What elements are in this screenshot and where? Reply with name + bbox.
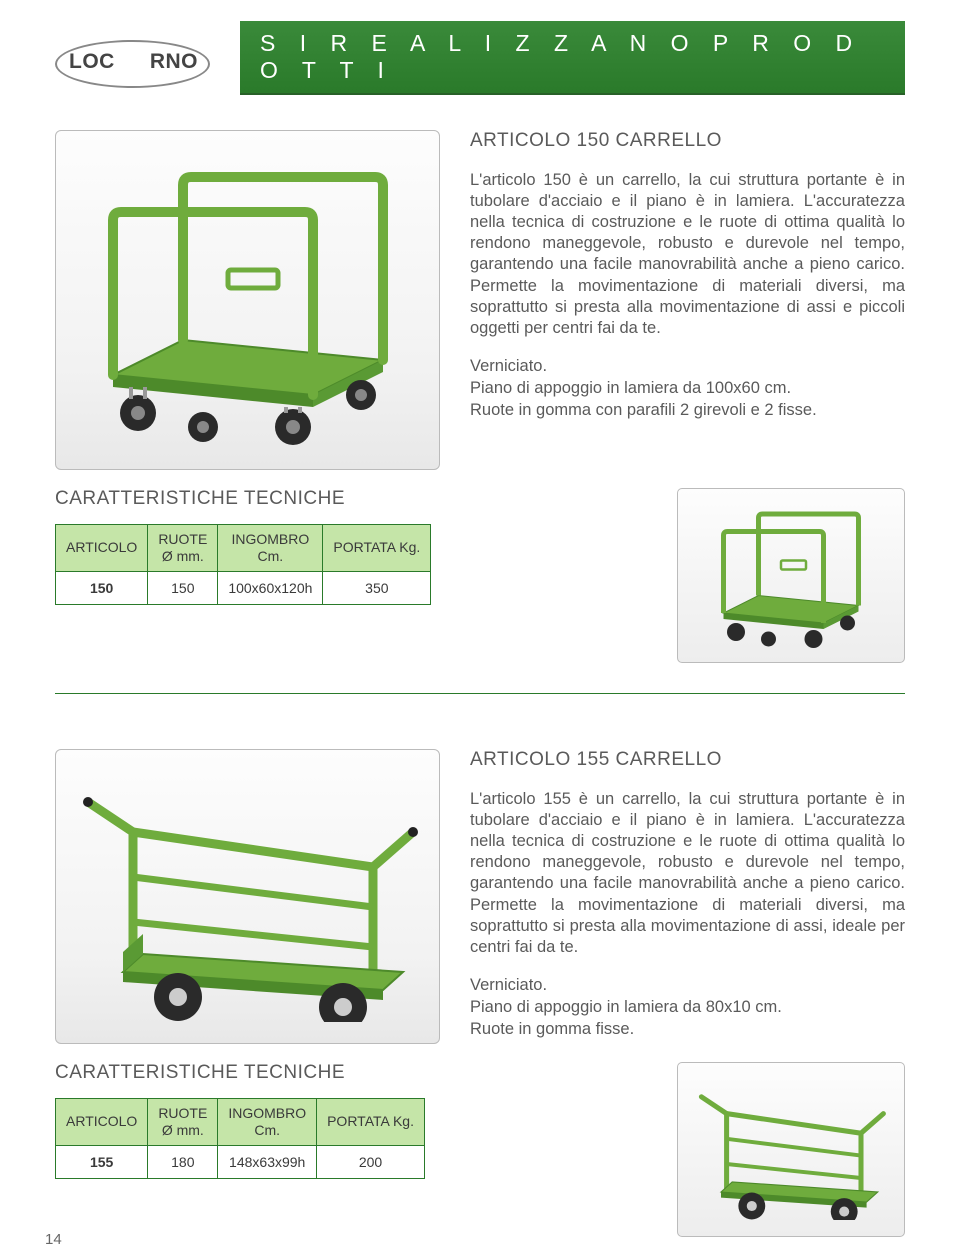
product-1-image	[55, 130, 440, 470]
product-2-title: ARTICOLO 155 CARRELLO	[470, 749, 905, 771]
product-1-section: ARTICOLO 150 CARRELLO L'articolo 150 è u…	[55, 130, 905, 470]
cart-150-icon	[83, 155, 413, 445]
th: RUOTE Ø mm.	[148, 525, 218, 572]
page-header: LOC RNO S I R E A L I Z Z A N O P R O D …	[55, 20, 905, 95]
spec-line: Piano di appoggio in lamiera da 80x10 cm…	[470, 996, 905, 1018]
tech-title-2: CARATTERISTICHE TECNICHE	[55, 1062, 647, 1084]
page-banner: S I R E A L I Z Z A N O P R O D O T T I	[240, 21, 905, 95]
page-number: 14	[45, 1231, 62, 1248]
product-2-thumb	[677, 1062, 905, 1237]
product-1-tech-row: CARATTERISTICHE TECNICHE ARTICOLO RUOTE …	[55, 488, 905, 663]
tech-title-1: CARATTERISTICHE TECNICHE	[55, 488, 647, 510]
product-1-specs: Verniciato. Piano di appoggio in lamiera…	[470, 355, 905, 422]
product-2-image	[55, 749, 440, 1044]
td: 150	[56, 572, 148, 604]
cart-155-icon	[73, 772, 423, 1022]
spec-line: Piano di appoggio in lamiera da 100x60 c…	[470, 377, 905, 399]
brand-logo: LOC RNO	[55, 20, 210, 95]
td: 150	[148, 572, 218, 604]
product-1-description: L'articolo 150 è un carrello, la cui str…	[470, 170, 905, 339]
product-2-tech-row: CARATTERISTICHE TECNICHE ARTICOLO RUOTE …	[55, 1062, 905, 1237]
spec-line: Verniciato.	[470, 974, 905, 996]
th: INGOMBRO Cm.	[218, 525, 323, 572]
th: PORTATA Kg.	[317, 1099, 424, 1146]
cart-150-thumb-icon	[696, 503, 886, 648]
td: 180	[148, 1146, 218, 1178]
spec-line: Ruote in gomma con parafili 2 girevoli e…	[470, 399, 905, 421]
th: INGOMBRO Cm.	[218, 1099, 317, 1146]
product-2-description: L'articolo 155 è un carrello, la cui str…	[470, 789, 905, 958]
td: 155	[56, 1146, 148, 1178]
th: ARTICOLO	[56, 525, 148, 572]
td: 100x60x120h	[218, 572, 323, 604]
spec-line: Verniciato.	[470, 355, 905, 377]
cart-155-thumb-icon	[691, 1080, 891, 1220]
th: RUOTE Ø mm.	[148, 1099, 218, 1146]
tech-table-2: ARTICOLO RUOTE Ø mm. INGOMBRO Cm. PORTAT…	[55, 1098, 425, 1179]
logo-text-left: LOC	[69, 50, 115, 74]
td: 350	[323, 572, 430, 604]
logo-text-right: RNO	[150, 50, 198, 74]
product-1-title: ARTICOLO 150 CARRELLO	[470, 130, 905, 152]
th: PORTATA Kg.	[323, 525, 430, 572]
product-1-thumb	[677, 488, 905, 663]
spec-line: Ruote in gomma fisse.	[470, 1018, 905, 1040]
section-divider	[55, 693, 905, 694]
tech-table-1: ARTICOLO RUOTE Ø mm. INGOMBRO Cm. PORTAT…	[55, 524, 431, 605]
td: 148x63x99h	[218, 1146, 317, 1178]
th: ARTICOLO	[56, 1099, 148, 1146]
td: 200	[317, 1146, 424, 1178]
product-2-specs: Verniciato. Piano di appoggio in lamiera…	[470, 974, 905, 1041]
product-2-section: ARTICOLO 155 CARRELLO L'articolo 155 è u…	[55, 749, 905, 1044]
